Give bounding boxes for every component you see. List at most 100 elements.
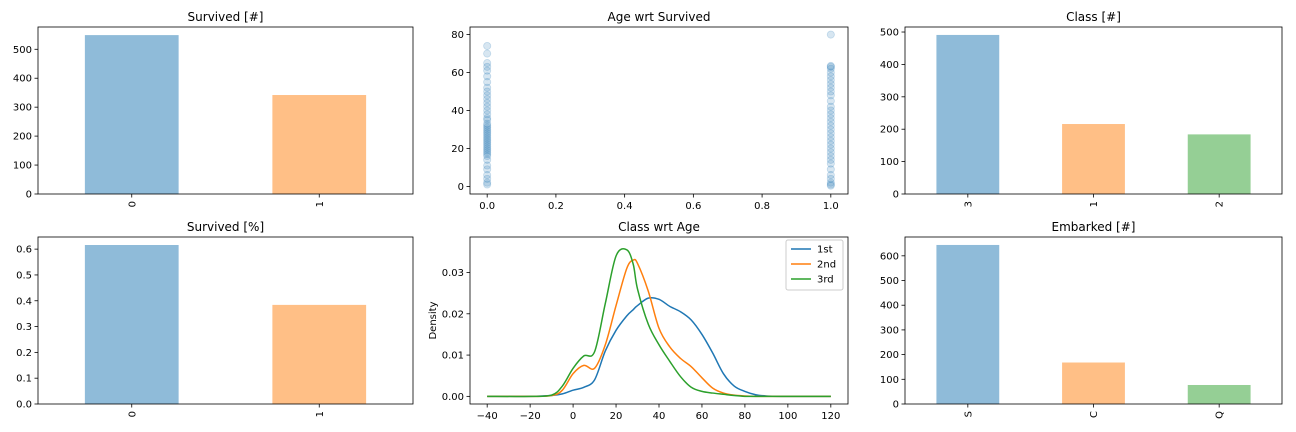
scatter-point (483, 78, 492, 87)
axes-frame (904, 236, 1283, 405)
y-tick-label: 0.4 (16, 296, 32, 307)
bar-1 (272, 304, 367, 404)
scatter-point (826, 165, 835, 174)
y-tick-label: 400 (880, 301, 899, 312)
scatter-point (826, 110, 835, 119)
axes-frame (469, 26, 849, 195)
scatter-point (483, 148, 492, 157)
x-tick-label: 20 (610, 411, 623, 422)
scatter-point (483, 95, 492, 104)
legend: 1st 2nd 3rd (785, 239, 844, 291)
panel-age_wrt_survived: Age wrt Survived 0.0 0.2 0.4 0.6 0.8 1.0 0 20 40 6… (451, 10, 849, 212)
scatter-point (483, 110, 492, 119)
scatter-point (483, 115, 492, 124)
x-tick-label: 3 (963, 201, 974, 207)
x-tick-label: Q (1215, 411, 1226, 419)
scatter-point (483, 121, 492, 130)
bar-S (936, 244, 1000, 404)
scatter-point (826, 79, 835, 88)
scatter-point (483, 142, 492, 151)
scatter-point (826, 125, 835, 134)
y-tick-label: 200 (13, 132, 32, 143)
y-tick-label: 100 (880, 375, 899, 386)
y-tick-label: 0.1 (16, 374, 32, 385)
y-tick-label: 400 (880, 60, 899, 71)
scatter-point (826, 117, 835, 126)
y-tick-label: 20 (451, 144, 464, 155)
scatter-point (483, 106, 492, 115)
scatter-point (826, 102, 835, 111)
series-line-2nd (487, 258, 831, 398)
bar-0 (84, 245, 179, 404)
bar-3 (936, 34, 1000, 195)
panel-embarked_count: Embarked [#] S C Q 0 100 200 300 400 500 600 (880, 220, 1283, 419)
y-tick-label: 80 (451, 30, 464, 41)
panel-class_count: Class [#] 3 1 2 0 100 200 300 400 500 (880, 10, 1283, 207)
x-tick-label: 0 (570, 411, 576, 422)
series-line-1st (487, 296, 831, 398)
scatter-point (483, 152, 492, 161)
scatter-point (826, 91, 835, 100)
x-tick-label: 0 (127, 201, 138, 207)
chart-title: Age wrt Survived (608, 10, 711, 24)
scatter-point (826, 106, 835, 115)
panel-class_wrt_age: Class wrt Age −40 −20 0 20 40 60 80 100 120 0.00 0.… (428, 220, 849, 422)
y-tick-label: 500 (13, 45, 32, 56)
chart-title: Embarked [#] (1052, 220, 1136, 234)
scatter-point (826, 181, 835, 190)
scatter-point (826, 171, 835, 180)
panel-survived_pct: Survived [%] 0 1 0.0 0.1 0.2 0.3 0.4 0.5 0.6 (16, 220, 414, 417)
y-tick-label: 0.00 (442, 392, 464, 403)
legend-box (785, 239, 844, 291)
scatter-point (483, 129, 492, 138)
bar-0 (84, 35, 179, 194)
scatter-point (826, 83, 835, 92)
scatter-point (826, 180, 835, 189)
x-tick-label: 0.0 (479, 201, 495, 212)
scatter-point (483, 140, 492, 149)
x-tick-label: 0.2 (548, 201, 564, 212)
bar-1 (1062, 124, 1125, 194)
bar-2 (1187, 134, 1251, 194)
scatter-point (826, 140, 835, 149)
chart-title: Survived [#] (188, 10, 264, 24)
scatter-point (826, 144, 835, 153)
y-tick-label: 0.02 (442, 309, 464, 320)
scatter-point (826, 152, 835, 161)
scatter-point (483, 134, 492, 143)
scatter-point (483, 114, 492, 123)
y-tick-label: 60 (451, 68, 464, 79)
axes-frame (37, 26, 414, 195)
scatter-point (483, 66, 492, 75)
y-tick-label: 500 (880, 276, 899, 287)
y-tick-label: 200 (880, 125, 899, 136)
legend-label: 2nd (817, 260, 836, 271)
y-tick-label: 100 (880, 157, 899, 168)
chart-title: Survived [%] (187, 220, 264, 234)
scatter-point (483, 72, 492, 81)
scatter-point (483, 62, 492, 71)
scatter-point (826, 68, 835, 77)
scatter-point (483, 119, 492, 128)
x-tick-label: 60 (696, 411, 709, 422)
x-tick-label: −20 (520, 411, 541, 422)
chart-title: Class wrt Age (618, 220, 700, 234)
bar-1 (272, 95, 367, 194)
y-tick-label: 0.3 (16, 322, 32, 333)
bar-Q (1187, 384, 1251, 404)
y-tick-label: 40 (451, 106, 464, 117)
scatter-point (826, 97, 835, 106)
y-tick-label: 600 (880, 251, 899, 262)
scatter-point (483, 83, 492, 92)
x-tick-label: C (1089, 411, 1100, 418)
scatter-point (826, 178, 835, 187)
scatter-point (483, 91, 492, 100)
scatter-point (483, 102, 492, 111)
y-tick-label: 0 (893, 400, 899, 411)
x-tick-label: −40 (477, 411, 498, 422)
axes-frame (469, 236, 849, 405)
scatter-point (483, 180, 492, 189)
scatter-point (826, 61, 835, 70)
legend-label: 1st (817, 245, 833, 256)
scatter-point (483, 131, 492, 140)
